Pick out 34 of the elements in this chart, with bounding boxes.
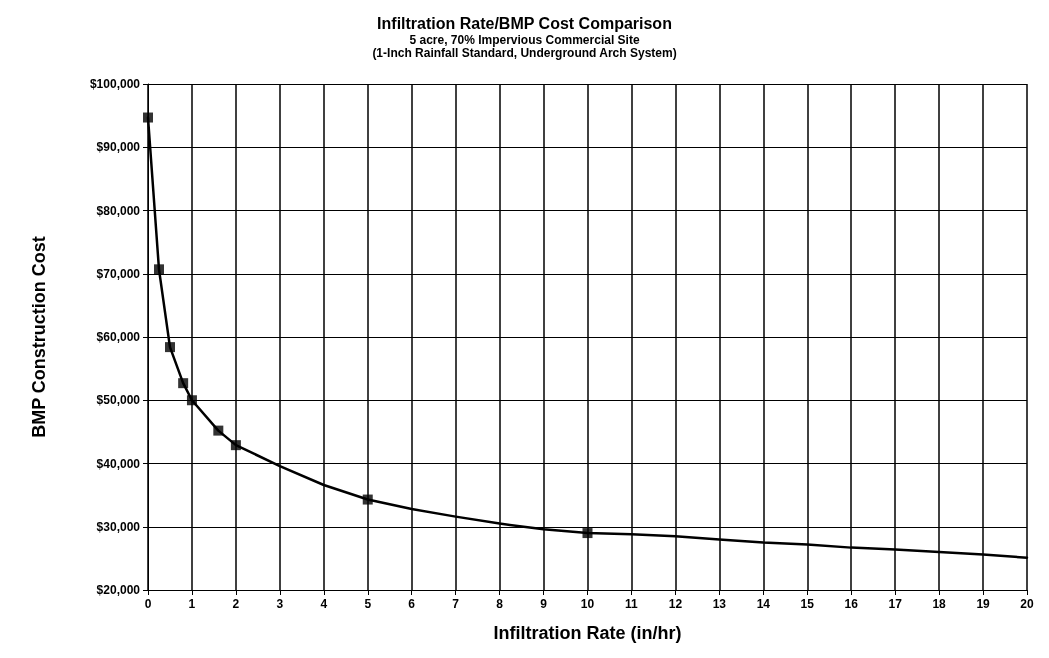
y-tick-label: $20,000 bbox=[96, 583, 141, 597]
x-axis-title: Infiltration Rate (in/hr) bbox=[493, 623, 682, 643]
x-tick-label: 4 bbox=[320, 597, 328, 611]
x-tick-label: 19 bbox=[976, 597, 991, 611]
y-tick-label: $90,000 bbox=[96, 140, 141, 155]
x-tick-label: 20 bbox=[1020, 597, 1034, 611]
x-tick-label: 5 bbox=[364, 597, 372, 611]
chart-subtitle: 5 acre, 70% Impervious Commercial Site (1-Inch Rainfall Standard, Underground Arch System) bbox=[372, 32, 677, 60]
chart-title: Infiltration Rate/BMP Cost Comparison bbox=[377, 14, 672, 32]
y-tick-label: $30,000 bbox=[96, 519, 141, 534]
x-tick-label: 3 bbox=[276, 597, 284, 611]
x-tick-label: 9 bbox=[540, 597, 548, 611]
y-axis-title: BMP Construction Cost bbox=[29, 236, 49, 438]
x-tick-label: 10 bbox=[580, 597, 595, 611]
x-tick-label: 6 bbox=[408, 597, 416, 611]
x-tick-label: 18 bbox=[932, 597, 947, 611]
x-tick-label: 15 bbox=[800, 597, 815, 611]
y-tick-label: $80,000 bbox=[96, 203, 141, 218]
y-tick-label: $40,000 bbox=[96, 456, 141, 471]
y-tick-label: $70,000 bbox=[96, 266, 141, 281]
y-tick-label: $60,000 bbox=[96, 330, 141, 344]
x-tick-label: 12 bbox=[668, 597, 683, 611]
x-tick-label: 8 bbox=[496, 597, 504, 611]
x-tick-label: 17 bbox=[888, 597, 903, 611]
x-tick-label: 13 bbox=[712, 597, 727, 611]
x-tick-label: 0 bbox=[144, 597, 152, 611]
x-tick-label: 1 bbox=[188, 597, 196, 611]
y-tick-label: $100,000 bbox=[89, 77, 141, 91]
x-tick-label: 14 bbox=[756, 597, 771, 611]
x-tick-label: 2 bbox=[232, 597, 240, 611]
x-tick-label: 7 bbox=[452, 597, 460, 611]
x-tick-label: 11 bbox=[625, 597, 639, 611]
x-tick-label: 16 bbox=[844, 597, 859, 611]
y-tick-label: $50,000 bbox=[96, 393, 141, 408]
